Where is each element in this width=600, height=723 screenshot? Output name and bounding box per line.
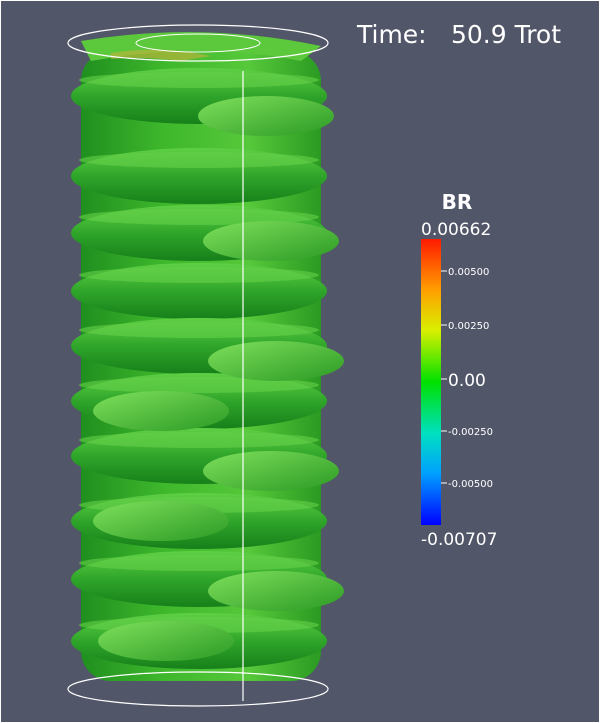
cylinder-inner-outline (135, 33, 261, 53)
ring-highlight (79, 152, 319, 168)
colorbar (421, 239, 441, 525)
colorbar-tick-label: -0.00500 (448, 479, 493, 490)
helix-lobe (98, 621, 234, 661)
ring-highlight (79, 432, 319, 448)
colorbar-tick-label: -0.00250 (448, 427, 493, 438)
colorbar-tick-label: 0.00250 (448, 321, 489, 332)
helix-lobe (203, 451, 339, 491)
ring-highlight (79, 555, 319, 571)
helix-isosurface (71, 32, 344, 681)
ring-highlight (79, 322, 319, 338)
time-value: 50.9 Trot (451, 20, 561, 49)
ring-highlight (79, 209, 319, 225)
top-warm-patch (111, 49, 211, 61)
ring-highlight (79, 267, 319, 283)
ring-highlight (79, 72, 319, 88)
colorbar-tick-label: 0.00500 (448, 267, 489, 278)
ring-highlight (79, 377, 319, 393)
cylinder-top-outline (67, 24, 329, 62)
time-label: Time: (356, 20, 427, 49)
colorbar-tick-label: 0.00 (448, 371, 486, 391)
helix-lobe (93, 391, 229, 431)
colorbar-title: BR (442, 190, 473, 214)
colorbar-max: 0.00662 (421, 220, 491, 240)
helix-lobe (208, 571, 344, 611)
helix-lobe (198, 96, 334, 136)
colorbar-min: -0.00707 (421, 530, 497, 550)
helix-lobe (208, 341, 344, 381)
helix-lobe (93, 501, 229, 541)
colorbar-ticks: 0.00500 0.00250 0.00 -0.00250 -0.00500 (441, 267, 493, 490)
helix-lobe (203, 221, 339, 261)
cylinder-bottom-outline (67, 671, 329, 707)
